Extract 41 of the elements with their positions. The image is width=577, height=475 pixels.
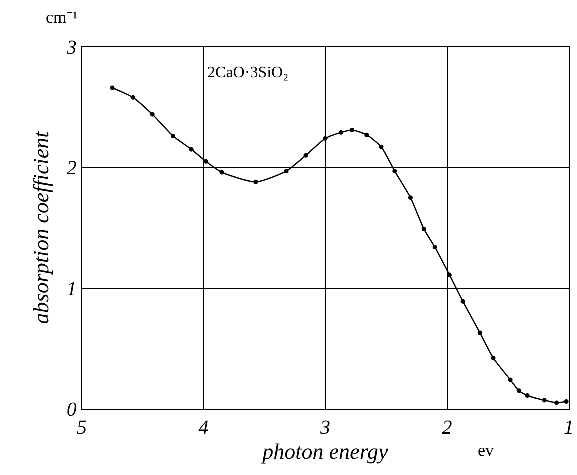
point xyxy=(220,170,224,175)
point xyxy=(478,330,482,336)
point xyxy=(508,378,513,382)
point xyxy=(408,196,413,200)
point xyxy=(284,169,289,174)
point xyxy=(189,147,194,152)
x-tick-label: 5 xyxy=(77,417,87,440)
y-tick-label: 2 xyxy=(66,158,77,180)
point xyxy=(323,136,328,141)
y-tick-label: 1 xyxy=(66,278,77,300)
point xyxy=(171,134,176,139)
x-tick-label: 3 xyxy=(320,417,330,440)
point xyxy=(110,86,115,90)
point xyxy=(254,180,258,184)
point xyxy=(339,130,344,135)
y-tick-label: 3 xyxy=(66,37,77,59)
point xyxy=(460,299,466,304)
point xyxy=(554,400,560,406)
x-axis-title: photon energy xyxy=(260,439,389,464)
point xyxy=(392,169,398,174)
point xyxy=(150,112,155,117)
point xyxy=(432,245,438,250)
text: ev xyxy=(478,441,495,460)
point xyxy=(422,226,426,232)
x-tick-label: 2 xyxy=(442,417,452,440)
point xyxy=(304,153,308,158)
point xyxy=(130,95,136,100)
y-tick-label: 0 xyxy=(66,399,77,421)
y-axis-title: absorption coefficient xyxy=(28,130,54,324)
point xyxy=(364,132,370,138)
text: cm⁻¹ xyxy=(46,8,78,27)
x-tick-label: 1 xyxy=(564,417,574,440)
point xyxy=(379,144,384,150)
x-tick-label: 4 xyxy=(198,417,209,440)
text: 2CaO·3SiO₂ xyxy=(208,64,289,82)
point xyxy=(350,128,355,133)
point xyxy=(516,388,522,394)
point xyxy=(525,393,530,398)
point xyxy=(542,398,547,403)
point xyxy=(491,356,496,361)
point xyxy=(564,400,569,404)
